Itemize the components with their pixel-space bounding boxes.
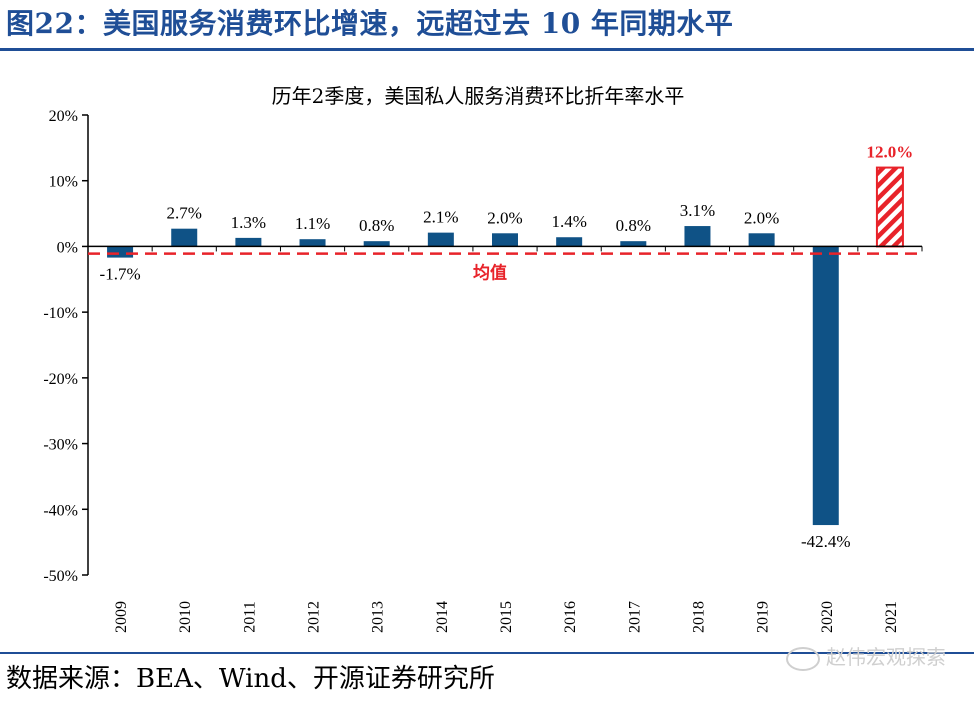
average-line-label: 均值: [473, 263, 507, 284]
x-tick-label: 2014: [434, 601, 451, 633]
figure-title: 图22：美国服务消费环比增速，远超过去 10 年同期水平: [6, 7, 734, 40]
bar-2014: [427, 232, 454, 247]
x-tick-label: 2015: [498, 601, 515, 633]
data-label-2009: -1.7%: [100, 265, 141, 284]
y-tick-label: 10%: [49, 174, 78, 191]
bar-chart: 历年2季度，美国私人服务消费环比折年率水平 20% 10% 0% -10% -20% -3…: [43, 84, 923, 633]
watermark-text: 赵伟宏观探索: [826, 645, 946, 669]
data-label-2013: 0.8%: [359, 216, 394, 235]
bar-2010: [171, 228, 198, 247]
bar-2016: [556, 237, 583, 247]
x-tick-label: 2016: [562, 601, 579, 633]
data-label-2017: 0.8%: [616, 216, 651, 235]
bar-2019: [748, 233, 775, 247]
data-label-2019: 2.0%: [744, 208, 779, 227]
bar-2017: [620, 241, 647, 247]
data-label-2012: 1.1%: [295, 214, 330, 233]
x-axis: 2009 2010 2011 2012 2013 2014 2015 2016 2017 2018…: [87, 245, 923, 633]
x-tick-label: 2021: [883, 601, 900, 633]
data-label-2021: 12.0%: [867, 143, 914, 162]
y-tick-label: 20%: [49, 108, 78, 125]
x-tick-label: 2018: [690, 601, 707, 633]
data-label-2020: -42.4%: [801, 532, 851, 551]
title-divider: [0, 48, 974, 51]
bar-2011: [235, 237, 262, 247]
bar-2013: [363, 241, 390, 247]
x-tick-label: 2020: [819, 601, 836, 633]
bars: [107, 166, 904, 526]
wechat-icon: [786, 646, 820, 671]
x-tick-label: 2019: [755, 601, 772, 633]
data-label-2016: 1.4%: [551, 212, 586, 231]
source-note: 数据来源：BEA、Wind、开源证券研究所: [6, 664, 495, 694]
y-tick-label: 0%: [57, 239, 78, 256]
y-axis: 20% 10% 0% -10% -20% -30% -40% -50%: [43, 108, 89, 585]
average-line-group: 均值: [88, 252, 922, 284]
bar-2012: [299, 239, 326, 247]
data-label-2018: 3.1%: [680, 201, 715, 220]
data-label-2014: 2.1%: [423, 208, 458, 227]
data-labels: -1.7% 2.7% 1.3% 1.1% 0.8% 2.1% 2.0% 1.4% 0.8% 3.1…: [100, 143, 914, 551]
chart-title: 历年2季度，美国私人服务消费环比折年率水平: [272, 84, 685, 108]
bar-2009: [107, 246, 134, 258]
x-tick-label: 2009: [113, 601, 130, 633]
x-tick-label: 2012: [306, 601, 323, 633]
x-tick-label: 2011: [241, 601, 258, 632]
data-label-2010: 2.7%: [167, 204, 202, 223]
y-tick-label: -20%: [43, 371, 78, 388]
data-label-2011: 1.3%: [231, 213, 266, 232]
bar-2018: [684, 226, 711, 247]
bar-2020: [812, 246, 839, 526]
bar-2021: [875, 166, 904, 248]
footer-divider: [0, 652, 974, 654]
y-tick-label: -40%: [43, 502, 78, 519]
x-tick-label: 2013: [370, 601, 387, 633]
x-tick-label: 2010: [177, 601, 194, 633]
y-tick-label: -50%: [43, 568, 78, 585]
y-tick-label: -30%: [43, 437, 78, 454]
watermark: 赵伟宏观探索: [786, 642, 946, 672]
data-label-2015: 2.0%: [487, 208, 522, 227]
bar-2015: [492, 233, 518, 247]
x-tick-label: 2017: [626, 601, 643, 633]
y-tick-label: -10%: [43, 305, 78, 322]
